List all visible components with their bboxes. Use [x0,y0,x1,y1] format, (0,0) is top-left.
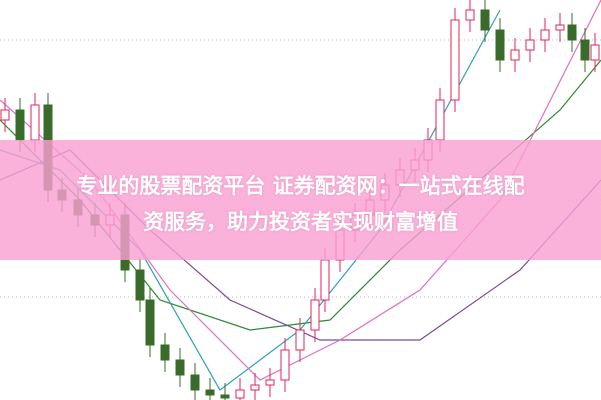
candle-body [15,109,25,141]
candle-body [525,39,535,51]
candle-body [495,29,505,61]
candle-body [590,44,600,61]
candle-body [250,384,260,391]
candle-body [310,299,320,331]
candle-body [540,29,550,41]
candle-body [235,389,245,399]
candle-body [280,349,290,381]
candle-body [30,104,40,141]
candle-body [175,359,185,376]
candle-body [205,389,215,396]
candle-body [465,9,475,21]
candle-body [580,39,590,61]
candle-body [320,259,330,301]
candle-body [160,344,170,361]
candle-body [0,109,10,121]
candle-body [220,394,230,399]
candle-body [295,329,305,351]
candle-body [145,299,155,346]
candle-body [135,269,145,301]
title-banner [0,140,601,260]
candle-body [567,24,577,41]
candle-body [450,19,460,101]
candle-body [480,9,490,31]
banner-title-line-1: 专业的股票配资平台 证券配资网：一站式在线配 [76,174,525,198]
banner-title-line-2: 资服务，助力投资者实现财富增值 [143,210,458,234]
candle-body [190,374,200,391]
candle-body [265,379,275,386]
candle-body [555,24,565,31]
candle-body [435,99,445,141]
candle-body [510,49,520,61]
